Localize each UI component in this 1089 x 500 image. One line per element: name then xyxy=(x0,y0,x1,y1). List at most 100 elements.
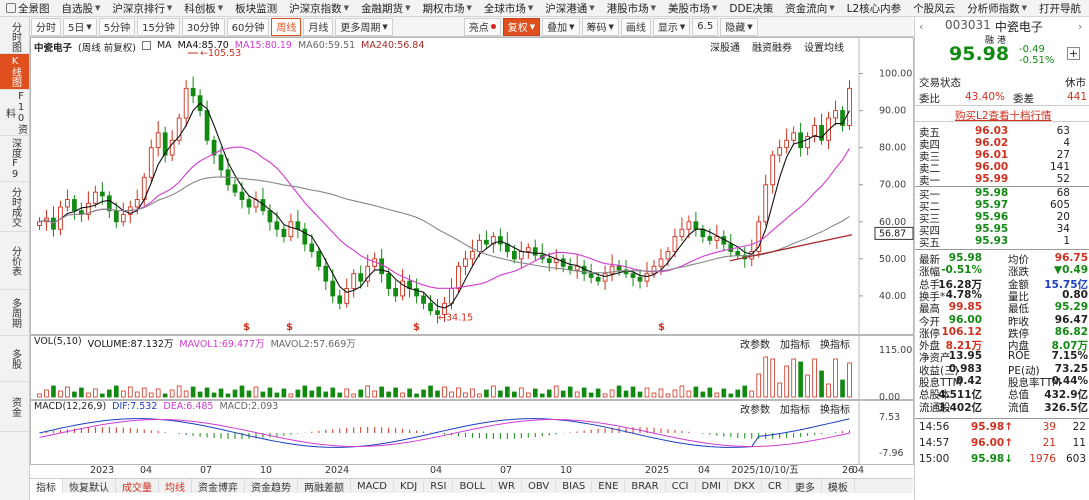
toolbar-button-8[interactable]: 更多周期 ▼ xyxy=(335,17,393,36)
l2-link[interactable]: 购买L2查看十档行情 xyxy=(955,110,1052,122)
sgt-button[interactable]: 深股通 xyxy=(710,43,740,54)
vol-edit-params-button[interactable]: 改参数 xyxy=(740,340,770,351)
menu-item-0[interactable]: 全景图 xyxy=(0,0,56,16)
volume-bar xyxy=(833,358,838,398)
indicator-tab-12[interactable]: OBV xyxy=(522,480,557,492)
indicator-tab-18[interactable]: DKX xyxy=(728,480,762,492)
dividend-marker[interactable]: $ xyxy=(286,322,293,333)
nav-1[interactable]: K线图 xyxy=(0,54,29,90)
nav-7[interactable]: 多股 xyxy=(0,336,29,382)
toolbar-button-3[interactable]: 15分钟 xyxy=(137,17,180,36)
toolbar-button-1[interactable]: 5日 ▼ xyxy=(63,17,97,36)
nav-6[interactable]: 多周期 xyxy=(0,290,29,336)
vol-switch-indicator-button[interactable]: 换指标 xyxy=(820,340,850,351)
toolbar-button-10[interactable]: 复权 ▼ xyxy=(502,17,541,36)
menu-item-5[interactable]: 沪深京指数 ▼ xyxy=(283,0,355,16)
margin-button[interactable]: 融资融券 xyxy=(752,43,792,54)
toolbar-button-2[interactable]: 5分钟 xyxy=(98,17,136,36)
nav-8[interactable]: 资金 xyxy=(0,382,29,432)
candle-body xyxy=(316,251,322,267)
toolbar-button-7[interactable]: 月线 xyxy=(303,17,334,36)
toolbar-button-12[interactable]: 筹码 ▼ xyxy=(581,17,619,36)
menu-item-1[interactable]: 自选股 ▼ xyxy=(56,0,107,16)
menu-item-11[interactable]: 美股市场 ▼ xyxy=(662,0,723,16)
menu-item-17[interactable]: 打开导航 xyxy=(1033,0,1087,16)
set-ma-button[interactable]: 设置均线 xyxy=(804,43,844,54)
vol-add-indicator-button[interactable]: 加指标 xyxy=(780,340,810,351)
macd-y-tick-label: -7.96 xyxy=(879,448,904,459)
menu-item-14[interactable]: L2核心内参 xyxy=(841,0,908,16)
nav-0[interactable]: 分时图 xyxy=(0,20,29,54)
indicator-tab-9[interactable]: RSI xyxy=(424,480,454,492)
nav-4[interactable]: 分时成交 xyxy=(0,182,29,232)
indicator-tab-7[interactable]: MACD xyxy=(351,480,394,492)
dividend-marker[interactable]: $ xyxy=(658,322,665,333)
menu-item-10[interactable]: 港股市场 ▼ xyxy=(601,0,662,16)
toolbar-button-15[interactable]: 6.5 xyxy=(692,17,719,36)
indicator-tab-16[interactable]: CCI xyxy=(666,480,696,492)
toolbar-button-6[interactable]: 周线 xyxy=(271,17,302,36)
toolbar-button-13[interactable]: 画线 xyxy=(620,17,651,36)
menu-item-12[interactable]: DDE决策 xyxy=(723,0,779,16)
indicator-tab-10[interactable]: BOLL xyxy=(453,480,493,492)
buy-price: 95.98 xyxy=(975,187,1009,199)
indicator-tab-8[interactable]: KDJ xyxy=(394,480,425,492)
indicator-tab-1[interactable]: 恢复默认 xyxy=(63,479,116,493)
stat-row-6: 涨停 106.12 跌停 86.82 xyxy=(915,326,1089,340)
volume-value: VOLUME:87.132万 xyxy=(87,339,174,350)
macd-add-indicator-button[interactable]: 加指标 xyxy=(780,405,810,416)
menu-item-4[interactable]: 板块监测 xyxy=(229,0,283,16)
indicator-tab-5[interactable]: 资金趋势 xyxy=(245,479,298,493)
dividend-marker[interactable]: $ xyxy=(243,322,250,333)
volume-bar xyxy=(665,393,671,398)
menu-item-7[interactable]: 期权市场 ▼ xyxy=(416,0,477,16)
indicator-tab-20[interactable]: 更多 xyxy=(789,479,822,493)
toolbar-button-11[interactable]: 叠加 ▼ xyxy=(542,17,580,36)
prev-stock-icon[interactable]: ‹ xyxy=(919,20,924,33)
indicator-tab-21[interactable]: 模板 xyxy=(822,479,855,493)
kline-chart[interactable]: 100.0090.0080.0070.0060.0050.0040.0056.8… xyxy=(30,37,914,478)
indicator-tab-11[interactable]: WR xyxy=(492,480,522,492)
menu-item-8[interactable]: 全球市场 ▼ xyxy=(478,0,539,16)
indicator-tab-13[interactable]: BIAS xyxy=(556,480,593,492)
menu-item-9[interactable]: 沪深港通 ▼ xyxy=(539,0,600,16)
candle-body xyxy=(784,139,790,149)
menu-item-15[interactable]: 个股风云 xyxy=(907,0,961,16)
toolbar-button-0[interactable]: 分时 xyxy=(31,17,61,36)
candle-body xyxy=(183,87,189,119)
indicator-tab-0[interactable]: 指标 xyxy=(30,479,63,493)
nav-3[interactable]: 深度F9 xyxy=(0,136,29,182)
macd-edit-params-button[interactable]: 改参数 xyxy=(740,405,770,416)
volume-bar xyxy=(260,391,266,398)
indicator-tab-15[interactable]: BRAR xyxy=(625,480,666,492)
menu-item-label: 个股风云 xyxy=(913,2,956,15)
menu-item-2[interactable]: 沪深京排行 ▼ xyxy=(106,0,178,16)
ma-settings-icon[interactable] xyxy=(141,41,151,50)
toolbar-button-16[interactable]: 隐藏 ▼ xyxy=(720,17,758,36)
toolbar-button-14[interactable]: 显示 ▼ xyxy=(652,17,691,36)
indicator-tab-3[interactable]: 均线 xyxy=(159,479,192,493)
macd-switch-indicator-button[interactable]: 换指标 xyxy=(820,405,850,416)
add-watchlist-icon[interactable]: + xyxy=(1067,47,1080,60)
candle-body xyxy=(491,236,496,245)
nav-5[interactable]: 分价表 xyxy=(0,232,29,290)
menu-item-3[interactable]: 科创板 ▼ xyxy=(178,0,229,16)
menu-item-13[interactable]: 资金流向 ▼ xyxy=(779,0,840,16)
indicator-tab-17[interactable]: DMI xyxy=(696,480,728,492)
next-stock-icon[interactable]: › xyxy=(1078,20,1083,33)
nav-2[interactable]: F10资料 xyxy=(0,90,29,136)
toolbar-button-4[interactable]: 30分钟 xyxy=(181,17,225,36)
volume-bar xyxy=(791,358,796,398)
indicator-tab-2[interactable]: 成交量 xyxy=(116,479,159,493)
stat-row-3: 换手* 4.78% 量比 0.80 xyxy=(915,289,1089,303)
menu-item-16[interactable]: 分析师指数 ▼ xyxy=(961,0,1033,16)
indicator-tab-14[interactable]: ENE xyxy=(592,480,626,492)
indicator-tab-6[interactable]: 两融差额 xyxy=(298,479,351,493)
volume-bar xyxy=(735,389,741,398)
toolbar-button-9[interactable]: 亮点 xyxy=(463,17,501,36)
indicator-tab-19[interactable]: CR xyxy=(762,480,789,492)
dividend-marker[interactable]: $ xyxy=(413,322,420,333)
menu-item-6[interactable]: 金融期货 ▼ xyxy=(355,0,416,16)
toolbar-button-5[interactable]: 60分钟 xyxy=(226,17,270,36)
indicator-tab-4[interactable]: 资金博弈 xyxy=(192,479,245,493)
